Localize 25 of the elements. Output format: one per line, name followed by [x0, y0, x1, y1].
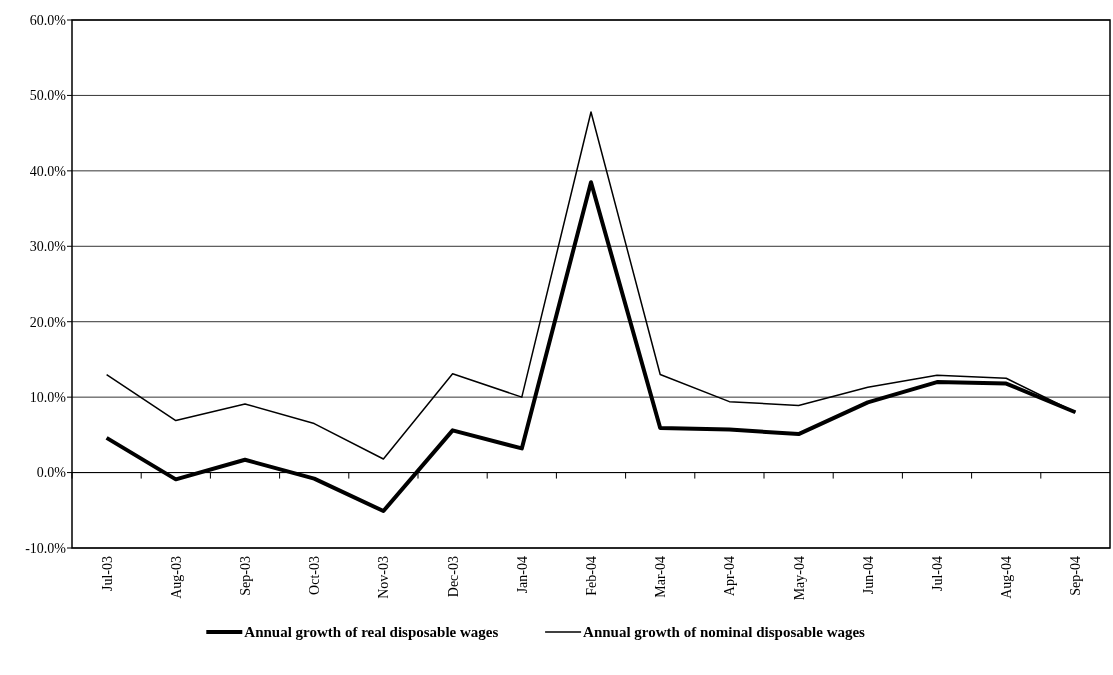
x-tick-label: Nov-03 — [376, 556, 392, 599]
x-tick-label: Oct-03 — [307, 556, 323, 595]
x-tick-label: Jul-04 — [929, 556, 945, 591]
x-tick-label: Feb-04 — [583, 556, 599, 596]
x-tick-label: Aug-04 — [999, 556, 1015, 599]
x-tick-label: Apr-04 — [722, 556, 738, 597]
y-tick-label: 30.0% — [29, 239, 67, 255]
legend-label: Annual growth of nominal disposable wages — [583, 624, 866, 641]
y-tick-label: 0.0% — [36, 465, 67, 481]
x-tick-label: Mar-04 — [653, 556, 669, 598]
x-tick-label: Jun-04 — [860, 556, 876, 595]
x-tick-label: Sep-03 — [237, 556, 253, 596]
legend-label: Annual growth of real disposable wages — [244, 624, 499, 641]
x-tick-label: Dec-03 — [445, 556, 461, 598]
x-tick-label: May-04 — [791, 556, 807, 601]
y-tick-label: 40.0% — [29, 163, 67, 179]
y-tick-label: 20.0% — [29, 314, 67, 330]
y-tick-label: 60.0% — [29, 12, 67, 28]
x-tick-label: Jan-04 — [514, 556, 530, 594]
y-tick-label: -10.0% — [25, 540, 67, 556]
y-tick-label: 10.0% — [29, 390, 67, 406]
x-tick-label: Aug-03 — [168, 556, 184, 599]
x-tick-label: Sep-04 — [1068, 556, 1084, 596]
y-tick-label: 50.0% — [29, 88, 67, 104]
x-tick-label: Jul-03 — [99, 556, 115, 591]
